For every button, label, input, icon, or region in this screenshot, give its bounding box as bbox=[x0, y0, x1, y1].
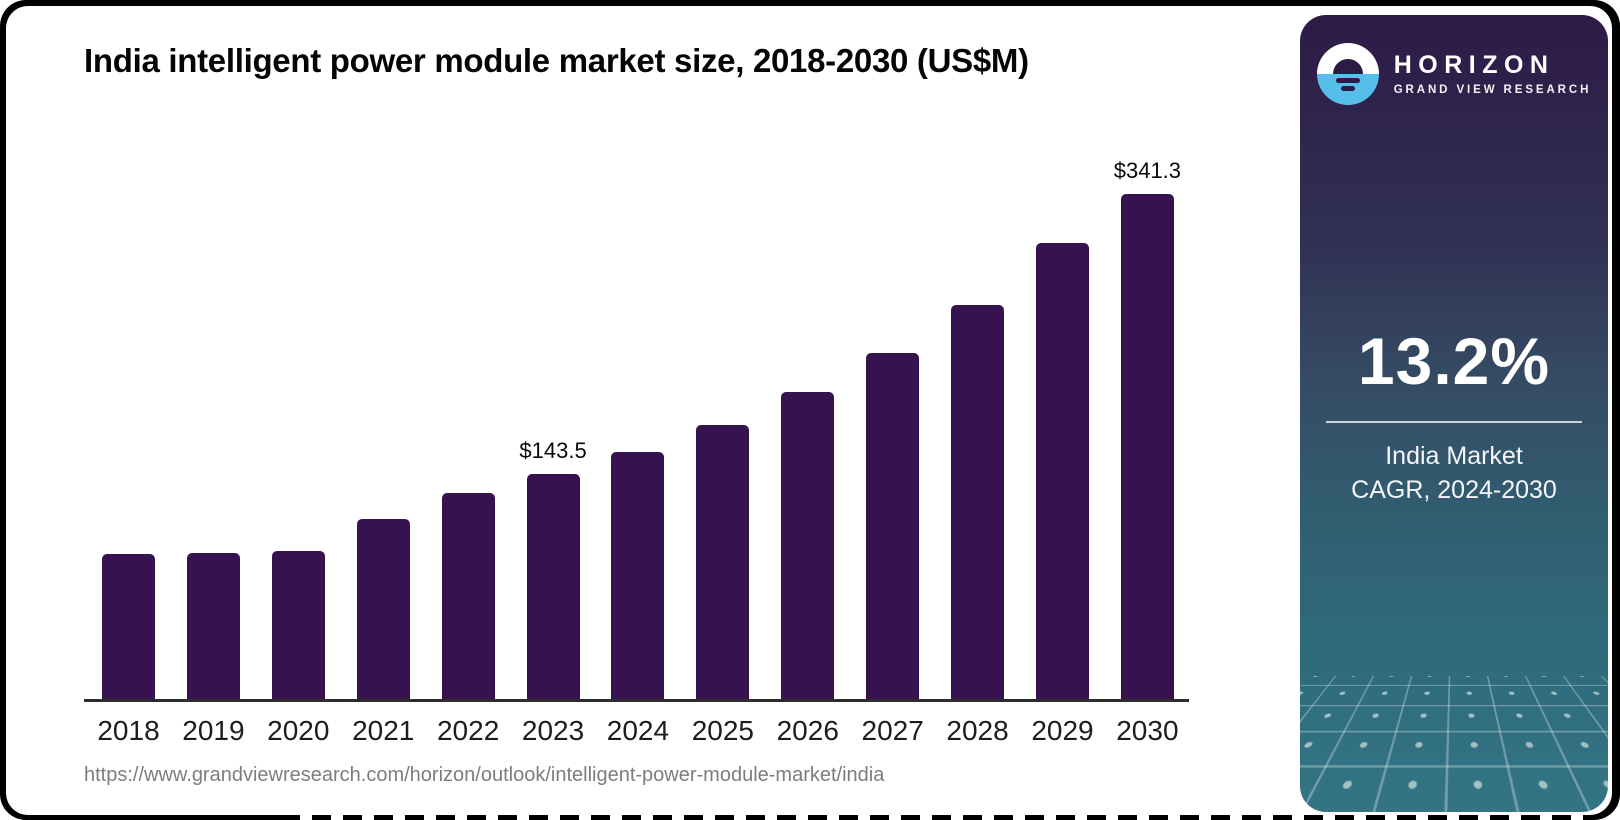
x-axis-label-2023: 2023 bbox=[521, 715, 585, 746]
bar-group-2021: 2021 bbox=[352, 158, 414, 746]
bar-group-2018: 2018 bbox=[97, 158, 160, 746]
x-axis-label-2018: 2018 bbox=[97, 715, 160, 746]
bar-2018 bbox=[102, 554, 155, 699]
source-url: https://www.grandviewresearch.com/horizo… bbox=[84, 764, 885, 786]
chart-title: India intelligent power module market si… bbox=[84, 42, 1029, 79]
sun-reflection-line bbox=[1335, 78, 1360, 83]
bar-group-2028: 2028 bbox=[946, 158, 1009, 746]
bar-group-2019: 2019 bbox=[182, 158, 245, 746]
stat-caption-line2: CAGR, 2024-2030 bbox=[1351, 476, 1557, 504]
bar-2028 bbox=[951, 305, 1005, 699]
bar-2029 bbox=[1035, 243, 1089, 699]
bar-value-label: $341.3 bbox=[1113, 158, 1182, 183]
bottom-dashes-decoration bbox=[300, 815, 1586, 820]
bar-group-2026: 2026 bbox=[777, 158, 839, 746]
x-axis-label-2020: 2020 bbox=[267, 715, 330, 746]
x-axis-label-2030: 2030 bbox=[1116, 715, 1179, 746]
x-axis-label-2024: 2024 bbox=[606, 715, 670, 746]
sun-icon bbox=[1332, 59, 1363, 74]
bar-2024 bbox=[611, 452, 665, 699]
x-axis-label-2022: 2022 bbox=[436, 715, 500, 746]
x-axis-label-2025: 2025 bbox=[691, 715, 754, 746]
x-axis-label-2019: 2019 bbox=[182, 715, 245, 746]
wireframe-mesh-decoration bbox=[1300, 676, 1608, 812]
brand-panel: HORIZON GRAND VIEW RESEARCH 13.2% India … bbox=[1300, 15, 1608, 812]
bar-2020 bbox=[271, 551, 325, 699]
bar-2019 bbox=[186, 553, 240, 699]
bar-2021 bbox=[356, 519, 410, 699]
bar-2027 bbox=[866, 353, 920, 699]
bar-group-2025: 2025 bbox=[692, 158, 754, 746]
bar-value-label: $143.5 bbox=[519, 438, 587, 463]
bar-group-2024: 2024 bbox=[607, 158, 669, 746]
horizon-logo: HORIZON GRAND VIEW RESEARCH bbox=[1300, 43, 1608, 105]
sun-reflection-line bbox=[1340, 86, 1355, 91]
bar-2023 bbox=[526, 474, 580, 699]
bar-group-2027: 2027 bbox=[862, 158, 924, 746]
bar-group-2030: $341.3 2030 bbox=[1114, 158, 1181, 746]
x-axis-label-2028: 2028 bbox=[946, 715, 1009, 746]
horizon-sunrise-logo-icon bbox=[1316, 43, 1379, 105]
stat-caption-line1: India Market bbox=[1385, 442, 1523, 470]
bar-group-2023: $143.5 2023 bbox=[519, 158, 586, 746]
x-axis-label-2027: 2027 bbox=[861, 715, 924, 746]
stat-divider bbox=[1326, 421, 1582, 423]
bar-group-2022: 2022 bbox=[437, 158, 499, 746]
bar-chart: 2018 2019 2020 2021 2022 $143.5 2023 2024 2025 20… bbox=[97, 158, 1181, 746]
x-axis-label-2026: 2026 bbox=[776, 715, 839, 746]
brand-name: HORIZON bbox=[1393, 51, 1555, 80]
x-axis-label-2021: 2021 bbox=[352, 715, 415, 746]
report-card: India intelligent power module market si… bbox=[6, 6, 1612, 815]
cagr-stat: 13.2% India Market CAGR, 2024-2030 bbox=[1300, 323, 1608, 507]
brand-subtitle: GRAND VIEW RESEARCH bbox=[1393, 83, 1592, 96]
cagr-value: 13.2% bbox=[1357, 324, 1551, 398]
bar-2026 bbox=[781, 392, 835, 699]
bar-2030 bbox=[1120, 194, 1174, 699]
bar-2025 bbox=[696, 425, 750, 699]
bar-group-2029: 2029 bbox=[1031, 158, 1094, 746]
x-axis-line bbox=[84, 699, 1189, 702]
x-axis-label-2029: 2029 bbox=[1031, 715, 1094, 746]
bar-group-2020: 2020 bbox=[267, 158, 329, 746]
bar-2022 bbox=[441, 493, 495, 699]
